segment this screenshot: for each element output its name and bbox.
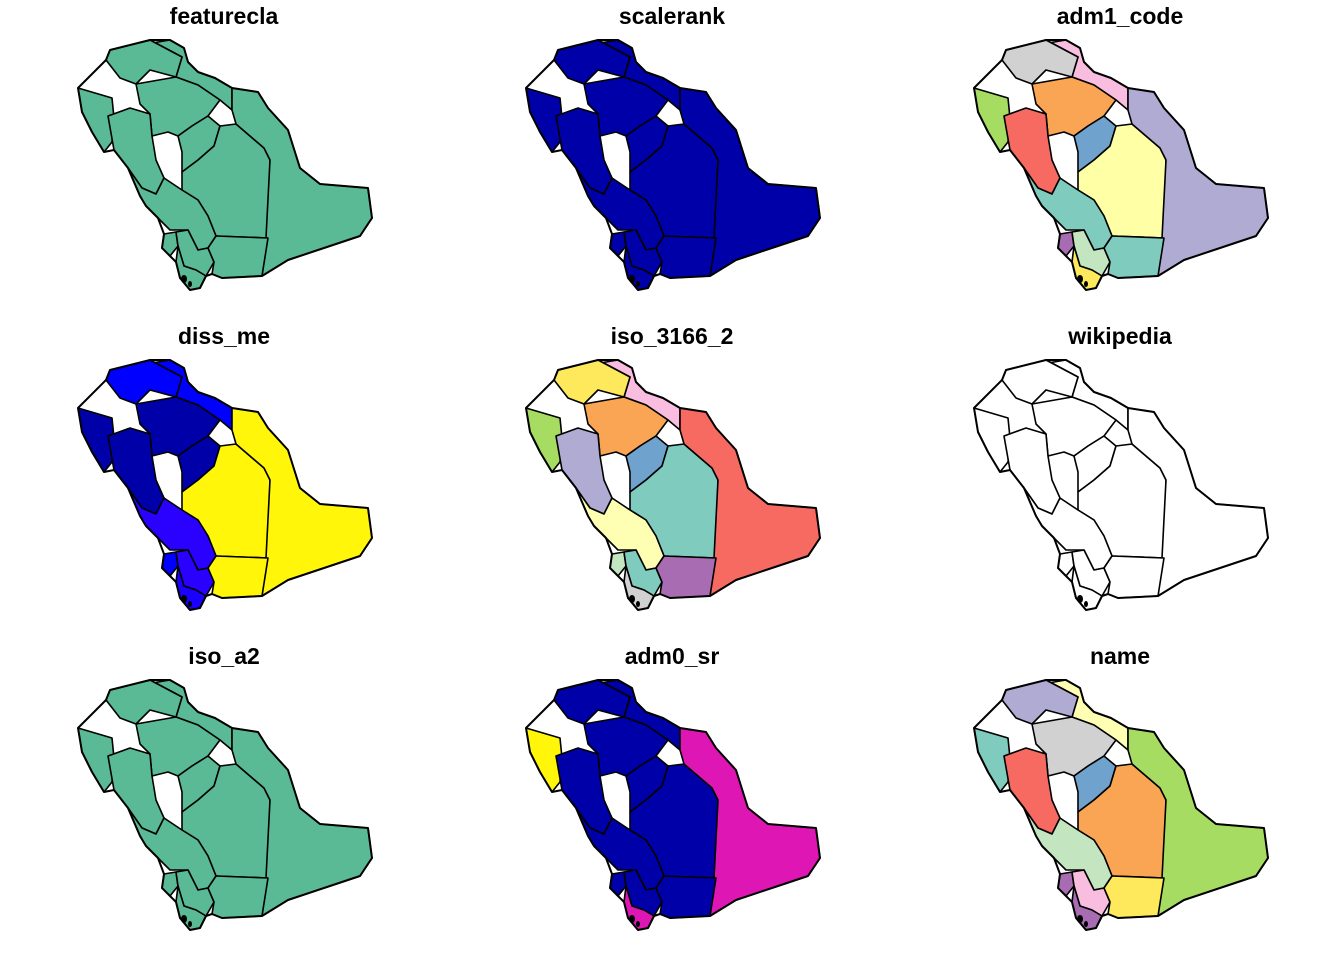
panel-title: scalerank: [618, 3, 726, 29]
country-outline: [973, 39, 1269, 291]
island-1: [181, 915, 187, 923]
island-2: [636, 281, 640, 287]
panel-title: diss_me: [177, 323, 271, 349]
map-svg: [973, 359, 1269, 611]
island-2: [636, 921, 640, 927]
island-1: [1077, 915, 1083, 923]
country-outline: [77, 679, 373, 931]
map-svg: [525, 679, 821, 931]
region-12: [655, 555, 717, 599]
country-outline: [973, 679, 1269, 931]
island-1: [181, 595, 187, 603]
island-1: [629, 915, 635, 923]
map-svg: [973, 39, 1269, 291]
panel-title: name: [1089, 643, 1151, 669]
island-2: [1084, 601, 1088, 607]
map-svg: [525, 39, 821, 291]
island-1: [1077, 595, 1083, 603]
panel-title: adm0_sr: [624, 643, 720, 669]
map-panel-adm1-code: adm1_code: [896, 0, 1344, 320]
island-2: [188, 921, 192, 927]
region-2: [1001, 39, 1079, 85]
map-svg: [525, 359, 821, 611]
country-outline: [525, 39, 821, 291]
region-12: [1103, 875, 1165, 919]
map-panel-diss-me: diss_me: [0, 320, 448, 640]
region-2: [1001, 679, 1079, 725]
island-2: [1084, 921, 1088, 927]
island-1: [1077, 275, 1083, 283]
island-2: [636, 601, 640, 607]
region-12: [1103, 235, 1165, 279]
map-svg: [77, 359, 373, 611]
island-1: [181, 275, 187, 283]
country-outline: [77, 39, 373, 291]
region-12: [655, 875, 717, 919]
map-svg: [77, 39, 373, 291]
island-1: [629, 595, 635, 603]
panel-title: wikipedia: [1068, 323, 1172, 349]
island-1: [629, 275, 635, 283]
country-outline: [77, 359, 373, 611]
island-2: [1084, 281, 1088, 287]
region-2: [553, 679, 631, 725]
map-panel-adm0-sr: adm0_sr: [448, 640, 896, 960]
map-panel-scalerank: scalerank: [448, 0, 896, 320]
map-panel-iso-3166-2: iso_3166_2: [448, 320, 896, 640]
region-2: [553, 39, 631, 85]
map-svg: [77, 679, 373, 931]
panel-title: adm1_code: [1056, 3, 1184, 29]
island-2: [188, 281, 192, 287]
region-12: [207, 875, 269, 919]
map-panel-wikipedia: wikipedia: [896, 320, 1344, 640]
region-12: [207, 235, 269, 279]
map-panel-featurecla: featurecla: [0, 0, 448, 320]
country-outline: [973, 359, 1269, 611]
region-2: [553, 359, 631, 405]
panel-title: featurecla: [169, 3, 279, 29]
region-2: [105, 679, 183, 725]
map-panel-name: name: [896, 640, 1344, 960]
panel-title: iso_3166_2: [610, 323, 734, 349]
map-panel-iso-a2: iso_a2: [0, 640, 448, 960]
region-2: [105, 39, 183, 85]
region-12: [207, 555, 269, 599]
region-2: [105, 359, 183, 405]
region-12: [655, 235, 717, 279]
country-outline: [525, 359, 821, 611]
region-2: [1001, 359, 1079, 405]
map-svg: [973, 679, 1269, 931]
country-outline: [525, 679, 821, 931]
island-2: [188, 601, 192, 607]
panel-title: iso_a2: [188, 643, 260, 669]
region-12: [1103, 555, 1165, 599]
